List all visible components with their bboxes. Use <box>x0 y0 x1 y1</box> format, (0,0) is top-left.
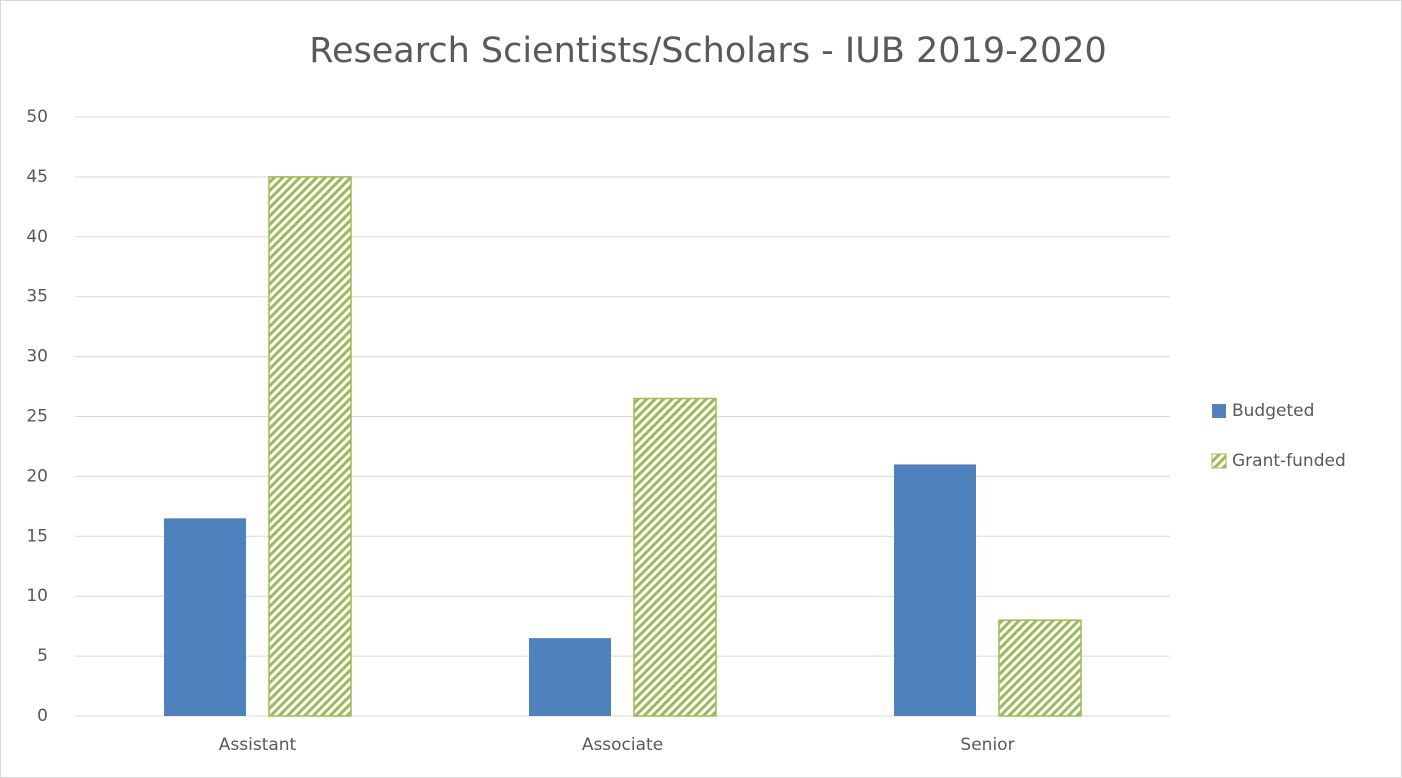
y-tick-label: 30 <box>26 347 48 367</box>
bar <box>529 638 611 716</box>
bar <box>164 518 246 716</box>
legend-label: Budgeted <box>1232 401 1314 421</box>
x-tick-label: Assistant <box>219 735 297 755</box>
legend-label: Grant-funded <box>1232 451 1346 471</box>
bar <box>894 464 976 716</box>
x-tick-label: Senior <box>960 735 1014 755</box>
y-tick-label: 10 <box>26 586 48 606</box>
x-tick-label: Associate <box>582 735 663 755</box>
bar <box>633 397 717 717</box>
y-tick-label: 50 <box>26 107 48 127</box>
y-tick-label: 20 <box>26 466 48 486</box>
y-tick-label: 0 <box>37 706 48 726</box>
y-tick-label: 45 <box>26 167 48 187</box>
chart-title: Research Scientists/Scholars - IUB 2019-… <box>309 31 1107 71</box>
bar <box>268 176 352 717</box>
y-tick-label: 40 <box>26 227 48 247</box>
y-tick-label: 35 <box>26 287 48 307</box>
y-tick-label: 5 <box>37 646 48 666</box>
bar <box>998 619 1082 717</box>
legend-swatch <box>1211 453 1227 469</box>
y-tick-label: 25 <box>26 407 48 427</box>
y-tick-label: 15 <box>26 526 48 546</box>
legend-swatch <box>1212 404 1226 418</box>
